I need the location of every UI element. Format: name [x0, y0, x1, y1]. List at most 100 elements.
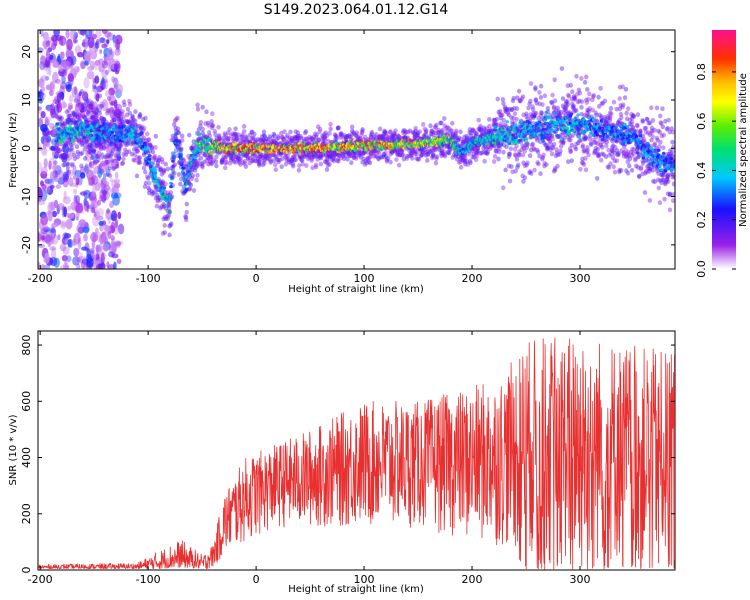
band-halo	[89, 144, 94, 149]
noise-blob	[52, 60, 60, 68]
band-halo	[289, 138, 294, 144]
band-core	[181, 166, 186, 170]
noise-blob	[59, 264, 68, 269]
band-halo	[103, 154, 108, 160]
band-halo	[127, 149, 132, 155]
band-core	[111, 128, 116, 132]
band-halo	[236, 156, 241, 162]
band-halo	[234, 137, 239, 142]
band-halo	[296, 133, 301, 139]
band-halo	[183, 163, 188, 169]
band-halo	[274, 154, 279, 160]
band-halo	[217, 136, 222, 142]
noise-blob	[93, 101, 98, 109]
band-halo	[155, 195, 161, 200]
band-halo	[185, 179, 190, 184]
noise-blob	[49, 246, 57, 251]
band-core	[524, 137, 529, 141]
band-halo	[255, 157, 261, 162]
noise-blob	[67, 73, 75, 82]
band-halo	[200, 130, 205, 136]
band-halo	[260, 152, 266, 158]
band-halo	[198, 155, 204, 161]
band-halo	[214, 136, 219, 141]
noise-blob	[70, 30, 77, 40]
band-core	[565, 126, 570, 130]
band-core	[133, 135, 137, 139]
noise-blob	[75, 103, 82, 111]
band-halo	[161, 170, 166, 175]
band-halo	[146, 176, 151, 181]
band-halo	[235, 132, 241, 138]
band-core	[153, 171, 158, 175]
band-core	[144, 149, 149, 153]
band-halo	[290, 155, 295, 161]
noise-blob	[90, 50, 98, 60]
band-halo	[91, 149, 97, 154]
noise-blob	[81, 91, 88, 101]
noise-blob	[42, 226, 51, 233]
band-halo	[167, 223, 172, 229]
band-halo	[94, 118, 100, 124]
noise-blob	[107, 231, 112, 239]
band-halo	[73, 112, 78, 117]
band-halo	[303, 129, 309, 134]
band-halo	[206, 123, 211, 128]
band-halo	[241, 137, 246, 143]
band-core	[87, 136, 92, 141]
band-core	[209, 139, 213, 143]
band-halo	[115, 163, 120, 169]
band-halo	[113, 152, 119, 158]
band-halo	[54, 100, 60, 105]
band-core	[205, 150, 209, 154]
band-halo	[300, 157, 305, 163]
band-halo	[155, 163, 160, 169]
noise-blob	[95, 38, 100, 46]
band-halo	[66, 117, 72, 123]
band-halo	[177, 138, 182, 144]
noise-blob	[40, 91, 46, 101]
band-halo	[328, 126, 333, 132]
band-halo	[93, 117, 98, 123]
noise-blob	[85, 55, 91, 63]
band-halo	[155, 198, 160, 204]
band-halo	[257, 160, 262, 166]
band-halo	[129, 122, 134, 128]
band-halo	[167, 205, 172, 211]
band-halo	[189, 145, 194, 151]
band-halo	[98, 145, 104, 150]
band-halo	[84, 139, 90, 144]
band-halo	[163, 216, 169, 222]
band-halo	[147, 187, 152, 193]
band-halo	[259, 137, 265, 143]
band-halo	[119, 118, 124, 124]
band-core	[119, 128, 124, 132]
band-core	[251, 141, 256, 145]
band-halo	[79, 163, 84, 169]
band-halo	[120, 160, 126, 166]
noise-blob	[47, 202, 54, 213]
band-halo	[147, 142, 152, 148]
band-core	[179, 163, 184, 167]
band-halo	[183, 164, 188, 170]
noise-blob	[90, 231, 98, 243]
noise-blob	[70, 201, 76, 210]
noise-blob	[56, 92, 62, 104]
band-halo	[69, 162, 75, 168]
band-core	[505, 120, 510, 124]
band-core	[226, 150, 231, 154]
band-core	[83, 118, 88, 122]
band-halo	[396, 162, 402, 168]
band-halo	[145, 131, 150, 137]
band-halo	[292, 154, 297, 159]
band-halo	[301, 136, 306, 142]
band-halo	[203, 134, 208, 140]
noise-blob	[62, 196, 71, 205]
noise-blob	[81, 246, 88, 251]
band-halo	[236, 158, 241, 164]
band-halo	[261, 158, 266, 164]
band-halo	[566, 92, 571, 98]
band-halo	[240, 160, 246, 166]
band-core	[304, 142, 308, 146]
band-halo	[59, 115, 64, 121]
